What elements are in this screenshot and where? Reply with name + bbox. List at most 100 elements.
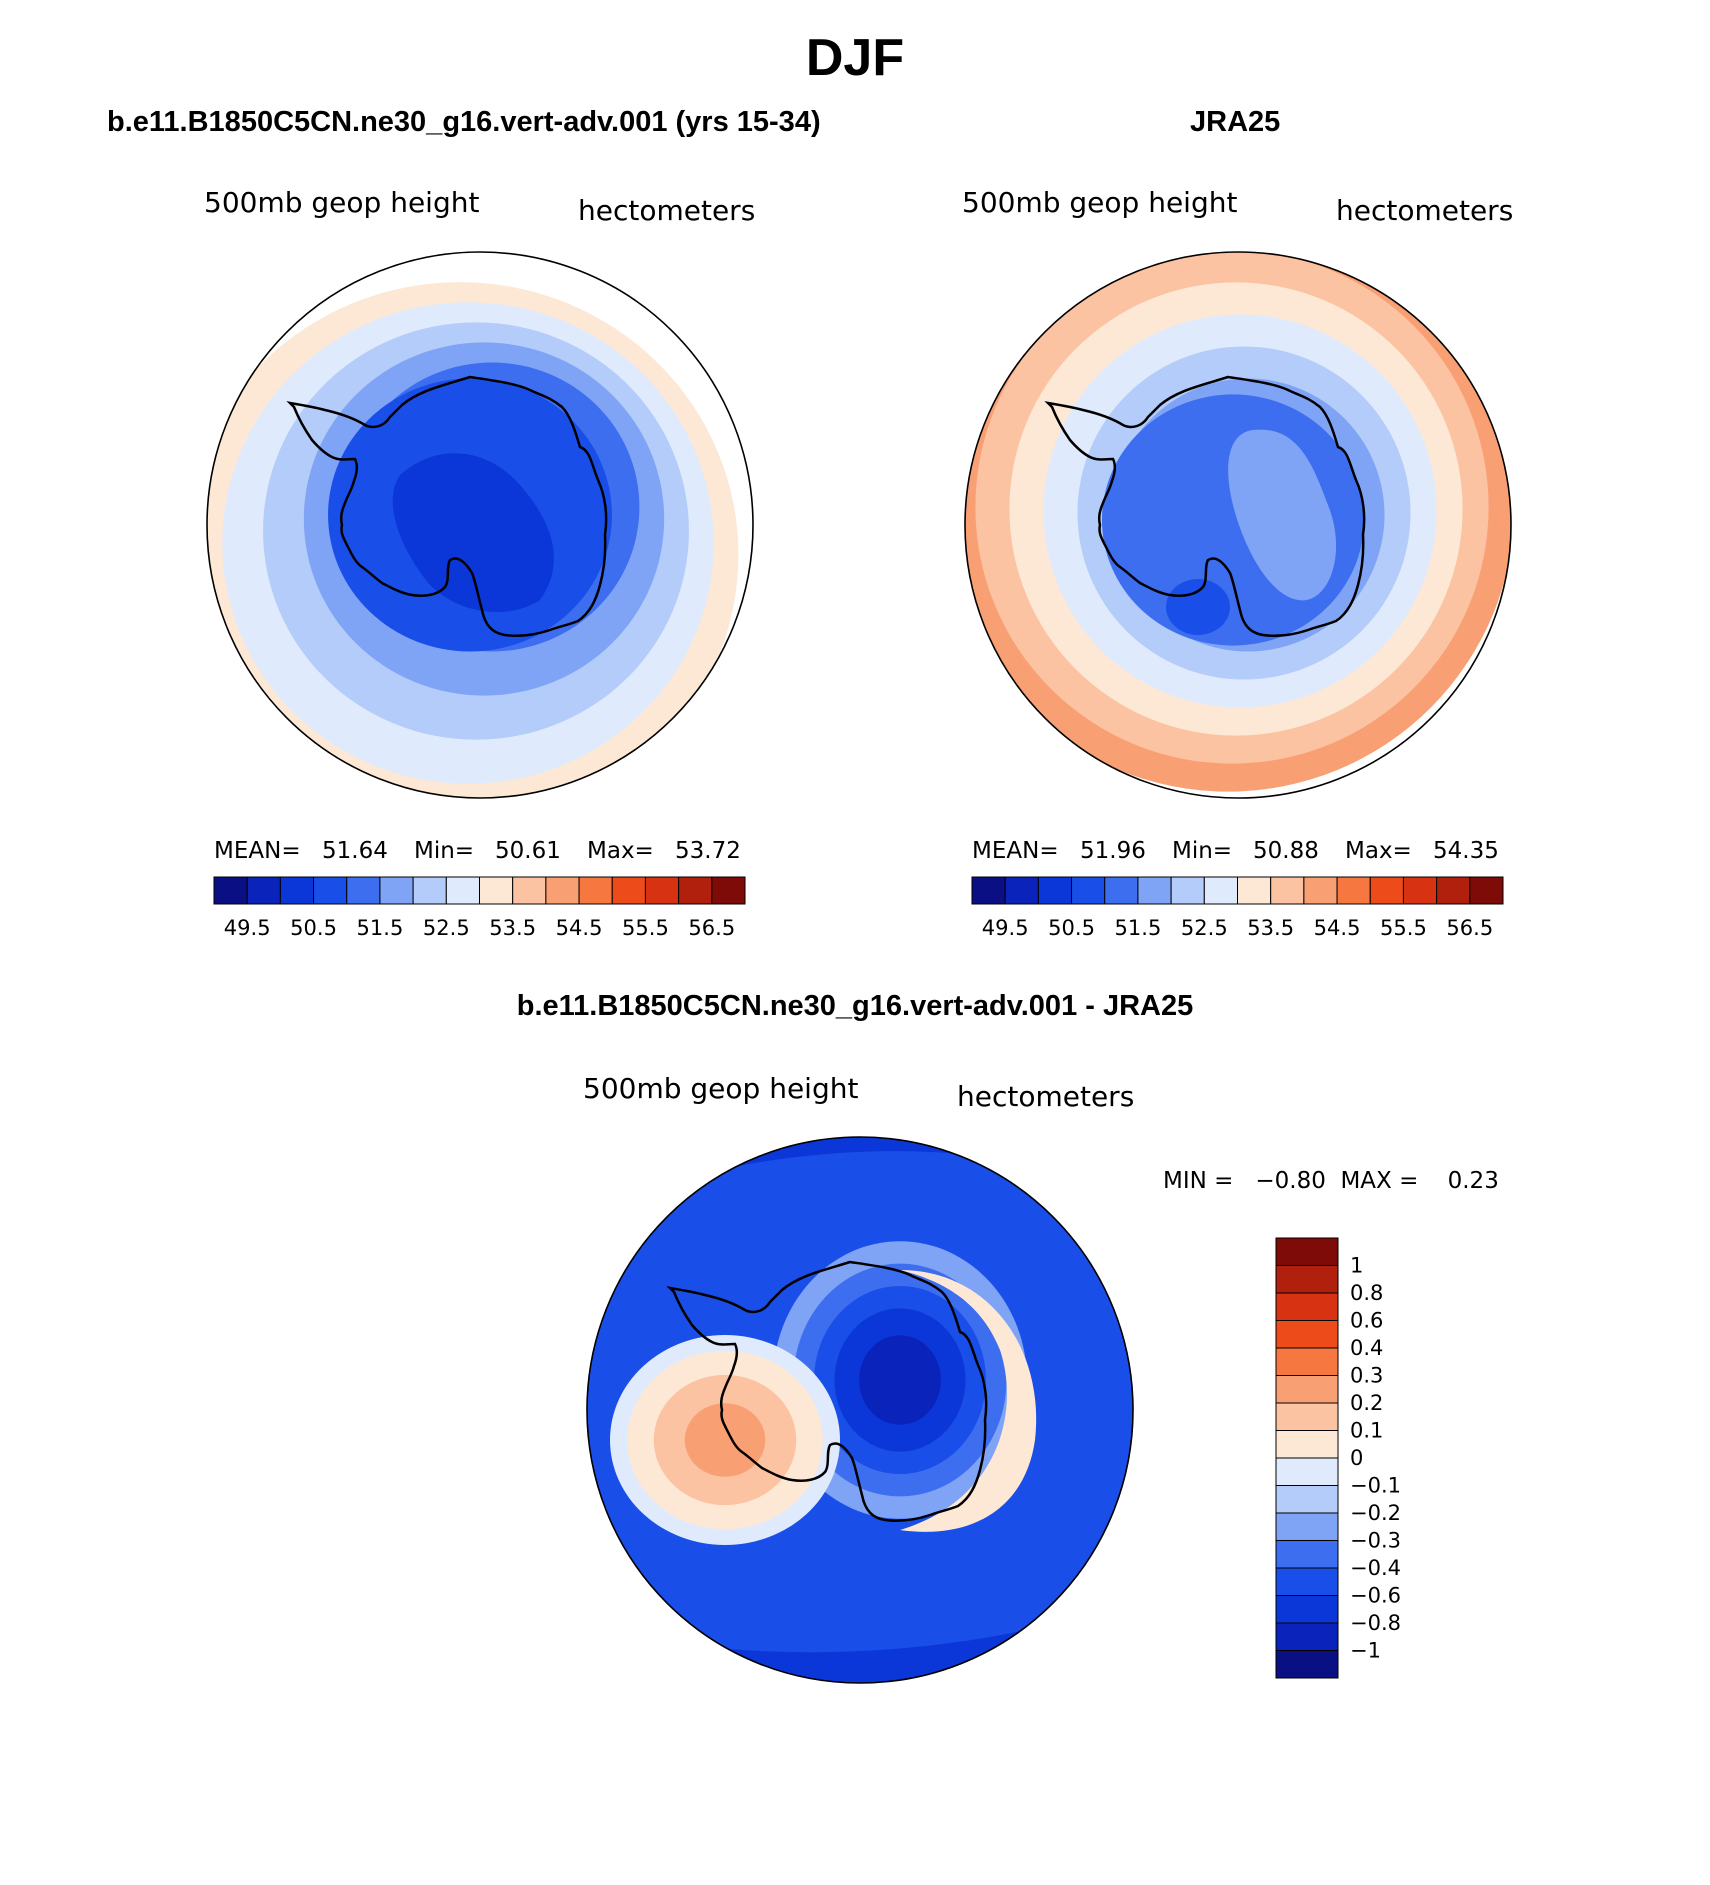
obs-colorbar-swatch — [1004, 876, 1039, 905]
model-map-border — [206, 251, 754, 799]
obs-colorbar-swatch — [1303, 876, 1338, 905]
obs-colorbar-swatch — [1369, 876, 1404, 905]
obs-colorbar-tick-label: 52.5 — [1181, 916, 1228, 940]
obs-contour-low — [1166, 579, 1230, 635]
diff-range-text: MIN = −0.80 MAX = 0.23 — [1163, 1168, 1499, 1194]
obs-min-value: 50.88 — [1253, 838, 1319, 864]
obs-colorbar-tick-label: 50.5 — [1048, 916, 1095, 940]
model-colorbar-tick-label: 50.5 — [290, 916, 337, 940]
model-colorbar-tick-label: 56.5 — [688, 916, 735, 940]
diff-colorbar-tick-label: −0.8 — [1350, 1611, 1401, 1635]
diff-colorbar-swatch — [1275, 1320, 1339, 1349]
diff-contour-band — [684, 1403, 766, 1477]
diff-colorbar-tick-label: −0.1 — [1350, 1474, 1401, 1498]
diff-panel-title: b.e11.B1850C5CN.ne30_g16.vert-adv.001 - … — [516, 990, 1194, 1022]
model-colorbar-swatch — [412, 876, 447, 905]
model-mean-label: MEAN= — [214, 838, 301, 864]
model-colorbar-swatch — [678, 876, 713, 905]
diff-colorbar-swatch — [1275, 1457, 1339, 1486]
diff-contour-band — [859, 1335, 941, 1425]
diff-colorbar-swatch — [1275, 1595, 1339, 1624]
obs-map-border — [964, 251, 1512, 799]
obs-colorbar-tick-label: 56.5 — [1446, 916, 1493, 940]
model-min-label: Min= — [414, 838, 475, 864]
obs-min-label: Min= — [1172, 838, 1233, 864]
diff-colorbar-tick-label: 0.6 — [1350, 1309, 1383, 1333]
obs-mean-label: MEAN= — [972, 838, 1059, 864]
obs-colorbar-swatch — [1104, 876, 1139, 905]
obs-colorbar-swatch — [1237, 876, 1272, 905]
diff-colorbar-tick-label: −0.2 — [1350, 1501, 1401, 1525]
model-colorbar-tick-label: 49.5 — [224, 916, 271, 940]
diff-colorbar-tick-label: 0.2 — [1350, 1391, 1383, 1415]
model-colorbar-swatch — [246, 876, 281, 905]
model-colorbar-swatch — [611, 876, 646, 905]
model-max-label: Max= — [587, 838, 654, 864]
model-colorbar-tick-label: 53.5 — [489, 916, 536, 940]
diff-map — [587, 1137, 1133, 1683]
model-colorbar-swatch — [578, 876, 613, 905]
model-colorbar-tick-label: 54.5 — [556, 916, 603, 940]
obs-colorbar-tick-label: 53.5 — [1247, 916, 1294, 940]
model-units-label: hectometers — [578, 194, 756, 227]
model-max-value: 53.72 — [675, 838, 741, 864]
diff-variable-label: 500mb geop height — [583, 1072, 859, 1105]
model-colorbar-swatch — [479, 876, 514, 905]
diff-colorbar-swatch — [1275, 1237, 1339, 1266]
obs-units-label: hectometers — [1336, 194, 1514, 227]
model-panel-title: b.e11.B1850C5CN.ne30_g16.vert-adv.001 (y… — [107, 106, 821, 138]
diff-contour-rim — [587, 1601, 1133, 1683]
diff-colorbar-tick-label: −1 — [1350, 1639, 1381, 1663]
diff-colorbar-tick-label: 1 — [1350, 1254, 1363, 1278]
diff-colorbar-swatch — [1275, 1375, 1339, 1404]
model-map — [207, 282, 739, 798]
obs-variable-label: 500mb geop height — [962, 186, 1238, 219]
diff-colorbar-tick-label: 0.3 — [1350, 1364, 1383, 1388]
diff-colorbar-swatch — [1275, 1540, 1339, 1569]
figure-title: DJF — [805, 29, 905, 87]
model-colorbar-swatch — [545, 876, 580, 905]
obs-max-label: Max= — [1345, 838, 1412, 864]
diff-map-border — [586, 1136, 1134, 1684]
obs-colorbar-swatch — [1137, 876, 1172, 905]
model-min-value: 50.61 — [495, 838, 561, 864]
obs-colorbar-tick-label: 49.5 — [982, 916, 1029, 940]
diff-colorbar-swatch — [1275, 1347, 1339, 1376]
model-colorbar-swatch — [644, 876, 680, 905]
obs-colorbar-swatch — [1270, 876, 1305, 905]
diff-colorbar-tick-label: −0.3 — [1350, 1529, 1401, 1553]
model-colorbar-swatch — [379, 876, 414, 905]
obs-panel-title: JRA25 — [1190, 106, 1281, 138]
obs-colorbar-swatch — [1170, 876, 1205, 905]
obs-contour-core — [1228, 429, 1337, 601]
obs-colorbar-swatch — [1402, 876, 1438, 905]
obs-colorbar-tick-label: 55.5 — [1380, 916, 1427, 940]
diff-colorbar-tick-label: 0.1 — [1350, 1419, 1383, 1443]
model-colorbar-swatch — [313, 876, 348, 905]
diff-colorbar-swatch — [1275, 1485, 1339, 1514]
obs-colorbar-tick-label: 54.5 — [1314, 916, 1361, 940]
obs-colorbar-swatch — [1203, 876, 1238, 905]
diff-units-label: hectometers — [957, 1080, 1135, 1113]
diff-colorbar-swatch — [1275, 1650, 1339, 1679]
obs-max-value: 54.35 — [1433, 838, 1499, 864]
model-colorbar-swatch — [711, 876, 746, 905]
diff-colorbar-tick-label: −0.4 — [1350, 1556, 1401, 1580]
diff-colorbar-swatch — [1275, 1430, 1339, 1459]
obs-map — [965, 252, 1511, 792]
obs-colorbar-swatch — [1336, 876, 1371, 905]
model-variable-label: 500mb geop height — [204, 186, 480, 219]
model-mean-value: 51.64 — [322, 838, 388, 864]
model-colorbar-swatch — [279, 876, 315, 905]
diff-colorbar-swatch — [1275, 1402, 1339, 1431]
model-colorbar-swatch — [512, 876, 547, 905]
diff-colorbar-swatch — [1275, 1512, 1339, 1541]
model-colorbar-swatch — [445, 876, 480, 905]
obs-colorbar-swatch — [1071, 876, 1106, 905]
diff-colorbar-tick-label: 0.4 — [1350, 1336, 1383, 1360]
model-colorbar-swatch — [346, 876, 381, 905]
diff-colorbar-tick-label: 0 — [1350, 1446, 1363, 1470]
obs-colorbar-swatch — [1037, 876, 1073, 905]
obs-mean-value: 51.96 — [1080, 838, 1146, 864]
